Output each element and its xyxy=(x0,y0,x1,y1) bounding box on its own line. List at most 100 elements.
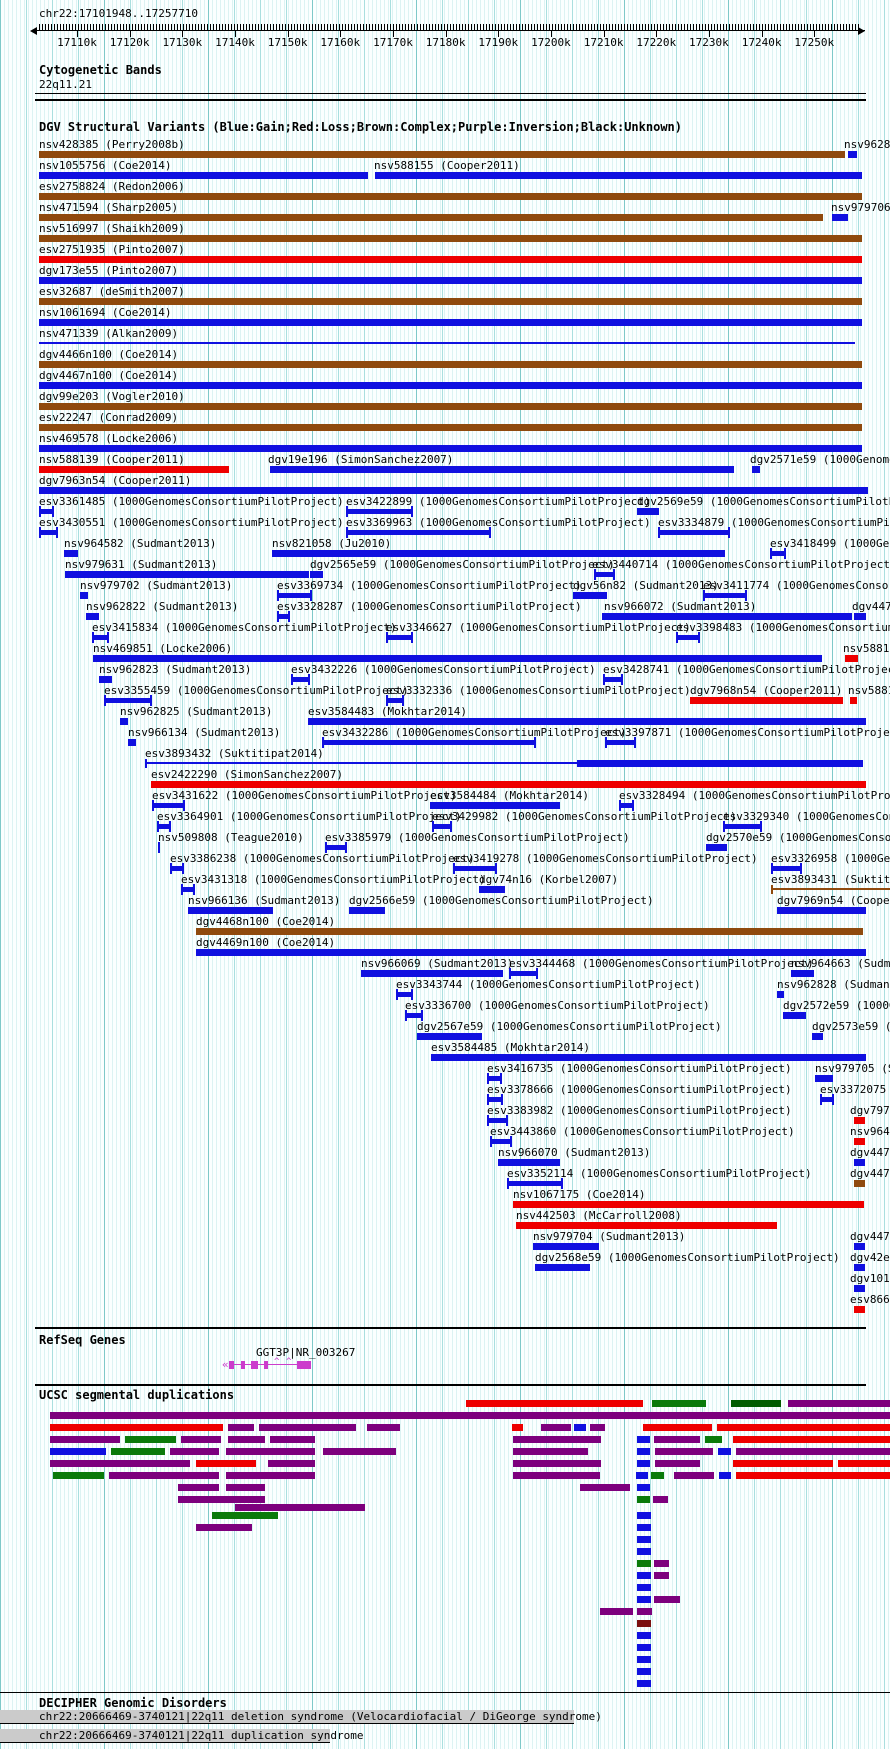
variant-label[interactable]: esv3386238 (1000GenomesConsortiumPilotPr… xyxy=(170,852,475,865)
variant-label[interactable]: nsv1061694 (Coe2014) xyxy=(39,306,172,319)
variant-label[interactable]: esv3385979 (1000GenomesConsortiumPilotPr… xyxy=(325,831,630,844)
variant-label[interactable]: nsv588155 (Cooper2011) xyxy=(374,159,520,172)
variant-bar[interactable] xyxy=(603,677,623,682)
segdup-bar[interactable] xyxy=(637,1548,651,1555)
variant-bar[interactable] xyxy=(777,907,866,914)
segdup-bar[interactable] xyxy=(367,1424,400,1431)
variant-bar[interactable] xyxy=(854,1264,865,1271)
segdup-bar[interactable] xyxy=(655,1460,700,1467)
variant-label[interactable]: esv3431622 (1000GenomesConsortiumPilotPr… xyxy=(152,789,457,802)
variant-label[interactable]: esv3343744 (1000GenomesConsortiumPilotPr… xyxy=(396,978,701,991)
variant-bar[interactable] xyxy=(39,256,862,263)
variant-label[interactable]: nsv588139 (Cooper2011) xyxy=(39,453,185,466)
variant-bar[interactable] xyxy=(39,509,54,514)
variant-label[interactable]: esv2422290 (SimonSanchez2007) xyxy=(151,768,344,781)
segdup-bar[interactable] xyxy=(637,1572,651,1579)
segdup-bar[interactable] xyxy=(270,1436,315,1443)
variant-label[interactable]: dgv19e196 (SimonSanchez2007) xyxy=(268,453,454,466)
variant-label[interactable]: esv3431318 (1000GenomesConsortiumPilotPr… xyxy=(181,873,486,886)
variant-bar[interactable] xyxy=(39,319,862,326)
variant-bar[interactable] xyxy=(386,635,413,640)
variant-label[interactable]: esv3334879 (1000GenomesConsortiumPilotP xyxy=(658,516,890,529)
segdup-bar[interactable] xyxy=(228,1424,254,1431)
segdup-bar[interactable] xyxy=(513,1472,600,1479)
variant-bar[interactable] xyxy=(573,592,607,599)
variant-label[interactable]: dgv797 xyxy=(850,1104,890,1117)
variant-bar[interactable] xyxy=(196,928,863,935)
variant-label[interactable]: esv3378666 (1000GenomesConsortiumPilotPr… xyxy=(487,1083,792,1096)
segdup-bar[interactable] xyxy=(235,1504,365,1511)
variant-label[interactable]: nsv979706 xyxy=(831,201,890,214)
variant-bar[interactable] xyxy=(854,1306,865,1313)
variant-bar[interactable] xyxy=(791,970,814,977)
segdup-bar[interactable] xyxy=(196,1524,252,1531)
variant-label[interactable]: esv3369734 (1000GenomesConsortiumPilotPr… xyxy=(277,579,582,592)
variant-label[interactable]: dgv4469n100 (Coe2014) xyxy=(196,936,336,949)
variant-bar[interactable] xyxy=(39,214,823,221)
segdup-bar[interactable] xyxy=(513,1460,601,1467)
variant-label[interactable]: esv3397871 (1000GenomesConsortiumPilotPr… xyxy=(605,726,890,739)
segdup-bar[interactable] xyxy=(125,1436,176,1443)
variant-bar[interactable] xyxy=(152,803,185,808)
segdup-bar[interactable] xyxy=(50,1412,890,1419)
variant-bar[interactable] xyxy=(196,949,866,956)
variant-label[interactable]: nsv964582 (Sudmant2013) xyxy=(64,537,217,550)
segdup-bar[interactable] xyxy=(50,1448,106,1455)
variant-label[interactable]: nsv966070 (Sudmant2013) xyxy=(498,1146,651,1159)
variant-bar[interactable] xyxy=(361,970,503,977)
variant-label[interactable]: nsv442503 (McCarroll2008) xyxy=(516,1209,682,1222)
variant-bar[interactable] xyxy=(815,1075,833,1082)
variant-label[interactable]: nsv471594 (Sharp2005) xyxy=(39,201,179,214)
variant-bar[interactable] xyxy=(157,824,171,829)
segdup-bar[interactable] xyxy=(590,1424,605,1431)
variant-label[interactable]: dgv2569e59 (1000GenomesConsortiumPilotPr… xyxy=(637,495,890,508)
variant-label[interactable]: nsv962828 (Sudmant2 xyxy=(777,978,890,991)
segdup-bar[interactable] xyxy=(733,1460,833,1467)
variant-label[interactable]: esv22247 (Conrad2009) xyxy=(39,411,179,424)
variant-bar[interactable] xyxy=(498,1159,560,1166)
variant-bar[interactable] xyxy=(577,760,863,767)
variant-bar[interactable] xyxy=(80,592,88,599)
segdup-bar[interactable] xyxy=(654,1560,669,1567)
segdup-bar[interactable] xyxy=(513,1448,588,1455)
variant-bar[interactable] xyxy=(432,824,452,829)
variant-bar[interactable] xyxy=(777,991,784,998)
variant-label[interactable]: nsv509808 (Teague2010) xyxy=(158,831,304,844)
variant-bar[interactable] xyxy=(92,635,109,640)
variant-label[interactable]: esv3328287 (1000GenomesConsortiumPilotPr… xyxy=(277,600,582,613)
segdup-bar[interactable] xyxy=(323,1448,396,1455)
variant-label[interactable]: dgv101 xyxy=(850,1272,890,1285)
segdup-bar[interactable] xyxy=(736,1448,890,1455)
variant-bar[interactable] xyxy=(39,424,862,431)
variant-bar[interactable] xyxy=(39,235,862,242)
segdup-bar[interactable] xyxy=(50,1436,120,1443)
variant-bar[interactable] xyxy=(637,508,659,515)
segdup-bar[interactable] xyxy=(643,1424,712,1431)
variant-label[interactable]: nsv516997 (Shaikh2009) xyxy=(39,222,185,235)
segdup-bar[interactable] xyxy=(637,1460,650,1467)
segdup-bar[interactable] xyxy=(50,1424,223,1431)
variant-label[interactable]: esv3584484 (Mokhtar2014) xyxy=(430,789,589,802)
variant-label[interactable]: dgv2572e59 (1000Ge xyxy=(783,999,890,1012)
segdup-bar[interactable] xyxy=(580,1484,630,1491)
segdup-bar[interactable] xyxy=(654,1596,680,1603)
variant-label[interactable]: esv3418499 (1000Geno xyxy=(770,537,890,550)
variant-label[interactable]: esv32687 (deSmith2007) xyxy=(39,285,185,298)
segdup-bar[interactable] xyxy=(705,1436,722,1443)
variant-bar[interactable] xyxy=(65,571,309,578)
segdup-bar[interactable] xyxy=(512,1424,523,1431)
variant-bar[interactable] xyxy=(104,698,152,703)
variant-label[interactable]: esv3416735 (1000GenomesConsortiumPilotPr… xyxy=(487,1062,792,1075)
variant-label[interactable]: esv3372075 ( xyxy=(820,1083,887,1096)
variant-bar[interactable] xyxy=(706,844,727,851)
variant-label[interactable]: dgv4466n100 (Coe2014) xyxy=(39,348,179,361)
variant-label[interactable]: esv3893431 (Suktiti xyxy=(771,873,890,886)
variant-label[interactable]: esv3329340 (1000GenomesConso xyxy=(723,810,890,823)
variant-bar[interactable] xyxy=(272,550,725,557)
segdup-bar[interactable] xyxy=(637,1448,650,1455)
variant-label[interactable]: dgv4467n100 (Coe2014) xyxy=(39,369,179,382)
variant-bar[interactable] xyxy=(417,1033,482,1040)
variant-label[interactable]: nsv96283 xyxy=(844,138,890,151)
variant-bar[interactable] xyxy=(39,193,862,200)
variant-label[interactable]: esv3432226 (1000GenomesConsortiumPilotPr… xyxy=(291,663,596,676)
